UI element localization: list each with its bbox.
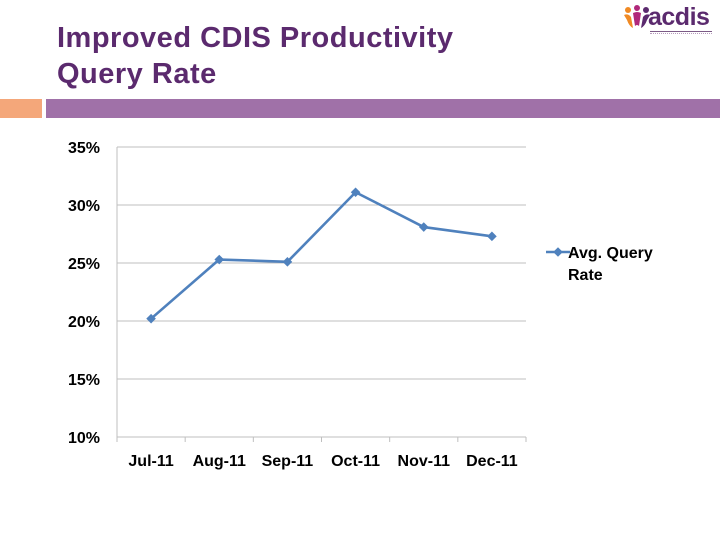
x-tick-label: Jul-11: [128, 453, 173, 470]
legend-label: Rate: [568, 267, 603, 284]
chart-gridlines: [117, 146, 526, 380]
data-point: [282, 257, 293, 267]
data-point: [146, 313, 156, 324]
chart-legend: Avg. Query Rate: [546, 245, 653, 284]
y-tick-label: 15%: [68, 372, 100, 389]
x-tick-label: Nov-11: [398, 453, 451, 470]
legend-label: Avg. Query: [568, 245, 653, 262]
legend-marker-swatch: [553, 247, 563, 257]
x-tick-label: Sep-11: [262, 453, 314, 470]
title-band: [46, 99, 720, 118]
y-tick-label: 35%: [68, 140, 100, 157]
data-point: [418, 222, 429, 232]
x-axis-ticks: Jul-11 Aug-11 Sep-11 Oct-11 Nov-11 Dec-11: [128, 453, 517, 470]
title-band-accent: [0, 99, 42, 118]
x-tick-label: Dec-11: [466, 453, 518, 470]
people-figures-icon: [624, 5, 650, 28]
y-axis-ticks: 35% 30% 25% 20% 15% 10%: [68, 140, 100, 447]
slide-title: Improved CDIS Productivity Query Rate: [57, 20, 577, 92]
logo-wordmark: acdis: [648, 3, 710, 31]
slide-title-line-1: Improved CDIS Productivity: [57, 22, 454, 54]
query-rate-line-chart: 35% 30% 25% 20% 15% 10% Jul-11 Aug-11 Sep-11 Oct…: [68, 140, 653, 470]
chart-series: [146, 187, 497, 324]
y-tick-label: 25%: [68, 256, 100, 273]
series-line: [150, 190, 493, 320]
y-tick-label: 20%: [68, 314, 100, 331]
x-tick-label: Oct-11: [331, 453, 380, 470]
y-tick-label: 30%: [68, 198, 100, 215]
chart-axes: [116, 147, 527, 442]
x-tick-label: Aug-11: [193, 453, 246, 470]
y-tick-label: 10%: [68, 430, 100, 447]
data-point: [214, 254, 225, 265]
logo-tagline-decoration: [650, 31, 712, 34]
slide-title-line-2: Query Rate: [57, 58, 217, 90]
data-point: [487, 231, 497, 242]
acdis-logo: acdis: [622, 3, 714, 36]
